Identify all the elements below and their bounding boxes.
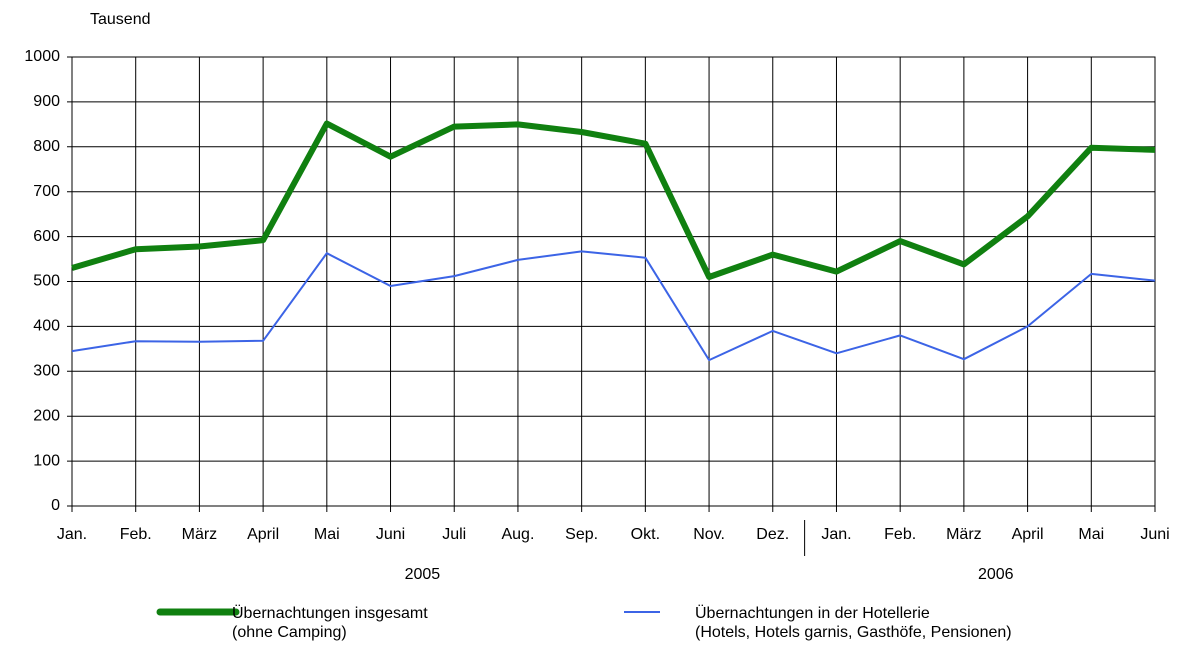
legend-label: Übernachtungen in der Hotellerie (Hotels… <box>695 605 1012 641</box>
x-tick-label: Mai <box>314 526 340 543</box>
y-tick-label: 800 <box>33 138 60 155</box>
x-tick-label: Feb. <box>120 526 152 543</box>
y-tick-label: 200 <box>33 407 60 424</box>
x-tick-label: Okt. <box>631 526 660 543</box>
legend-label: Übernachtungen insgesamt (ohne Camping) <box>232 605 428 641</box>
x-tick-label: Nov. <box>693 526 725 543</box>
y-tick-label: 600 <box>33 228 60 245</box>
series-line <box>71 250 1156 362</box>
plot-frame <box>71 56 1156 507</box>
y-tick-label: 1000 <box>24 48 60 65</box>
x-tick-label: Aug. <box>501 526 534 543</box>
x-tick-label: Juli <box>442 526 466 543</box>
x-group-label: 2005 <box>405 566 441 583</box>
x-tick-label: März <box>946 526 982 543</box>
x-group-label: 2006 <box>978 566 1014 583</box>
y-tick-label: 500 <box>33 273 60 290</box>
x-tick-label: April <box>1012 526 1044 543</box>
x-tick-label: Dez. <box>756 526 789 543</box>
x-tick-label: März <box>182 526 218 543</box>
x-tick-label: Mai <box>1078 526 1104 543</box>
y-tick-label: 700 <box>33 183 60 200</box>
y-tick-label: 100 <box>33 452 60 469</box>
x-tick-label: Jan. <box>821 526 851 543</box>
y-tick-label: 300 <box>33 363 60 380</box>
x-tick-label: Sep. <box>565 526 598 543</box>
y-tick-label: 0 <box>51 497 60 514</box>
x-tick-label: Juni <box>1140 526 1169 543</box>
y-tick-label: 900 <box>33 93 60 110</box>
y-axis-label: Tausend <box>90 11 151 28</box>
x-tick-label: Juni <box>376 526 405 543</box>
x-tick-label: April <box>247 526 279 543</box>
x-tick-label: Jan. <box>57 526 87 543</box>
series-line <box>71 120 1156 280</box>
x-tick-label: Feb. <box>884 526 916 543</box>
y-tick-label: 400 <box>33 318 60 335</box>
